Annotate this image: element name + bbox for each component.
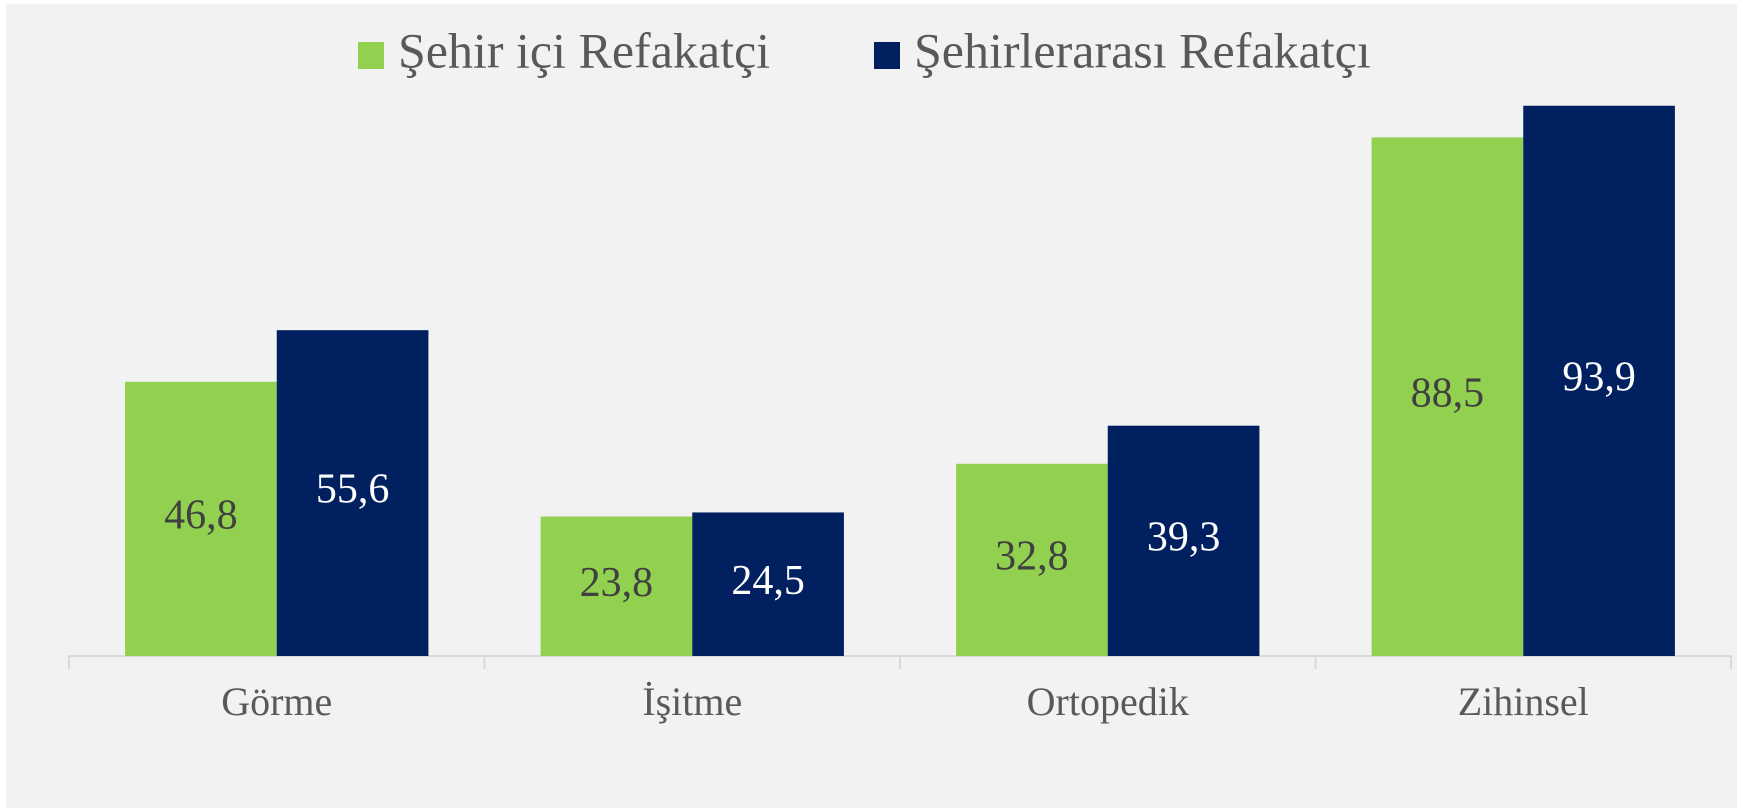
bar [1523,105,1675,657]
bar [125,381,277,656]
legend-label: Şehirlerarası Refakatçı [914,22,1371,78]
legend-label: Şehir içi Refakatçi [398,22,770,78]
value-label: 93,9 [1562,355,1636,401]
bar [276,330,429,656]
x-tick-label: İşitme [642,679,742,724]
value-label: 23,8 [580,560,654,606]
value-label: 88,5 [1411,370,1485,416]
bar [1371,137,1524,656]
value-label: 39,3 [1147,514,1221,560]
bar [692,512,844,656]
value-label: 55,6 [316,467,390,513]
bar [1107,425,1260,656]
x-tick-label: Ortopedik [1027,679,1189,724]
x-tick-label: Zihinsel [1458,679,1589,724]
value-label: 24,5 [731,558,805,604]
legend-swatch [874,42,900,69]
legend-swatch [358,42,384,69]
bar [540,516,693,656]
value-label: 32,8 [995,534,1069,580]
bar [956,463,1108,656]
x-tick-label: Görme [221,679,332,724]
value-label: 46,8 [164,493,238,539]
